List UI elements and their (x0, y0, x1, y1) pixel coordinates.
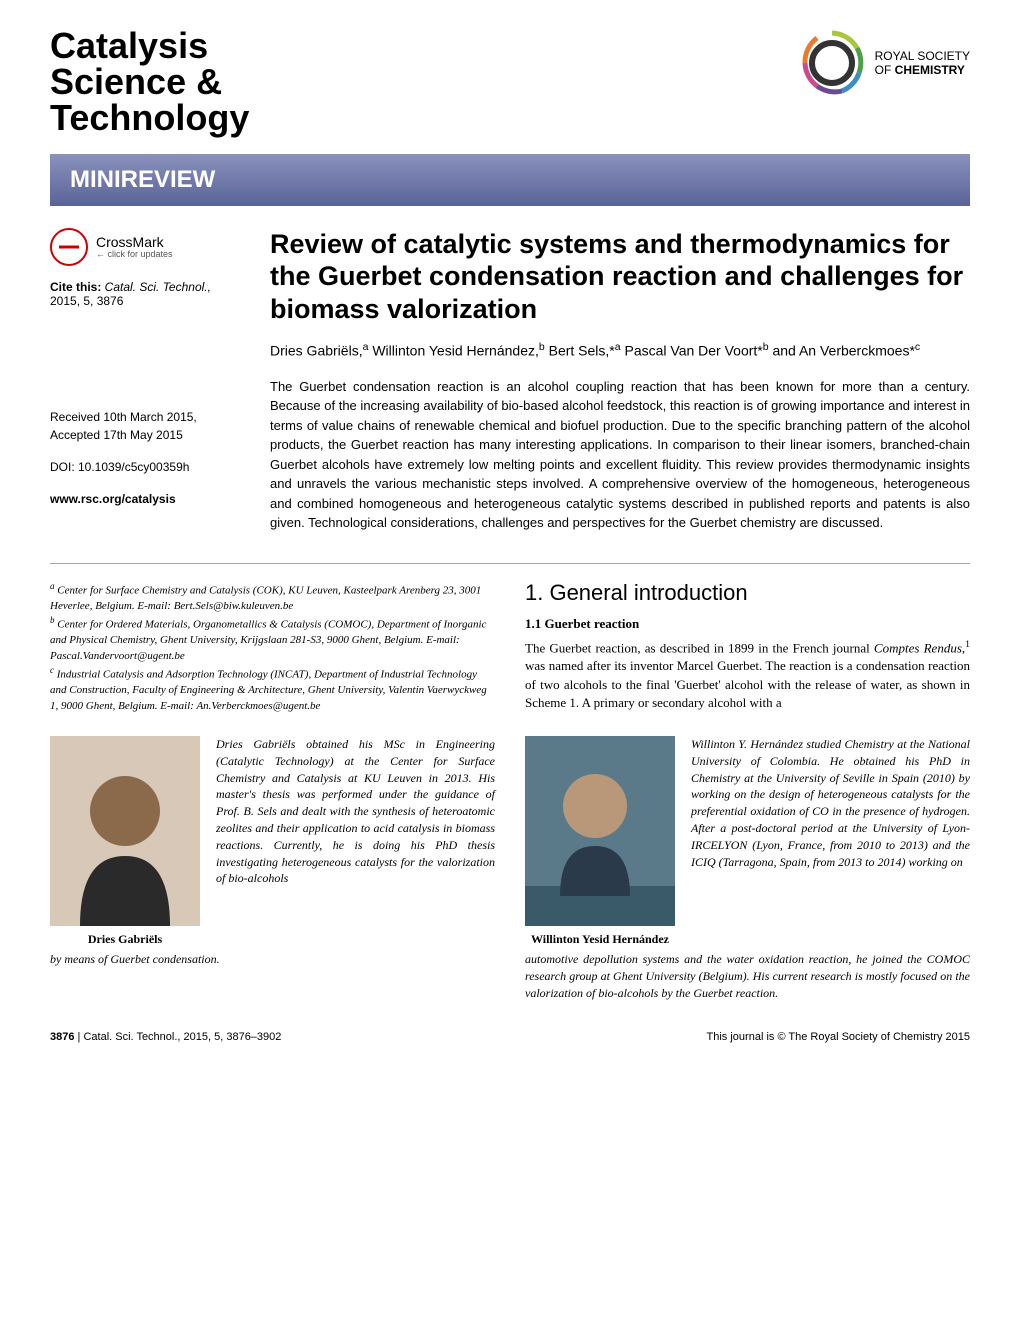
crossmark-sublabel: ← click for updates (96, 249, 173, 259)
page-header: Catalysis Science & Technology ROYAL SOC… (50, 28, 970, 136)
journal-name-line3: Technology (50, 100, 249, 136)
bio-name: Willinton Yesid Hernández (525, 932, 675, 947)
meta-block: Received 10th March 2015, Accepted 17th … (50, 408, 240, 508)
citation: Cite this: Catal. Sci. Technol., 2015, 5… (50, 280, 240, 308)
journal-name: Catalysis Science & Technology (50, 28, 249, 136)
bio-extra: by means of Guerbet condensation. (50, 951, 495, 968)
affiliation-a: a Center for Surface Chemistry and Catal… (50, 580, 495, 614)
bio-extra: automotive depollution systems and the w… (525, 951, 970, 1001)
bio-text: Dries Gabriëls obtained his MSc in Engin… (216, 736, 495, 947)
received-date: Received 10th March 2015, (50, 408, 240, 426)
footer-right: This journal is © The Royal Society of C… (707, 1031, 970, 1043)
crossmark-icon (50, 228, 88, 266)
crossmark-label: CrossMark (96, 235, 173, 249)
received-accepted: Received 10th March 2015, Accepted 17th … (50, 408, 240, 444)
article-main: CrossMark ← click for updates Cite this:… (50, 228, 970, 533)
article-meta-column: CrossMark ← click for updates Cite this:… (50, 228, 240, 533)
author-photo (50, 736, 200, 926)
bio-2: Willinton Yesid Hernández Willinton Y. H… (525, 736, 970, 1001)
abstract: The Guerbet condensation reaction is an … (270, 377, 970, 533)
publisher-logo: ROYAL SOCIETY OF CHEMISTRY (797, 28, 970, 98)
bio-photo-block: Willinton Yesid Hernández (525, 736, 675, 947)
author-list: Dries Gabriëls,a Willinton Yesid Hernánd… (270, 341, 970, 359)
lower-section: a Center for Surface Chemistry and Catal… (50, 563, 970, 714)
author-photo (525, 736, 675, 926)
rsc-logo-icon (797, 28, 867, 98)
article-type-banner: MINIREVIEW (50, 154, 970, 206)
article-content-column: Review of catalytic systems and thermody… (270, 228, 970, 533)
journal-name-line1: Catalysis (50, 28, 249, 64)
subsection-heading: 1.1 Guerbet reaction (525, 616, 970, 632)
article-title: Review of catalytic systems and thermody… (270, 228, 970, 325)
affiliations: a Center for Surface Chemistry and Catal… (50, 580, 495, 714)
page-footer: 3876 | Catal. Sci. Technol., 2015, 5, 38… (50, 1031, 970, 1043)
affiliation-b: b Center for Ordered Materials, Organome… (50, 614, 495, 664)
crossmark-widget[interactable]: CrossMark ← click for updates (50, 228, 240, 266)
intro-body: The Guerbet reaction, as described in 18… (525, 638, 970, 712)
journal-url[interactable]: www.rsc.org/catalysis (50, 490, 240, 508)
bio-1: Dries Gabriëls Dries Gabriëls obtained h… (50, 736, 495, 1001)
bio-text: Willinton Y. Hernández studied Chemistry… (691, 736, 970, 947)
affiliation-c: c Industrial Catalysis and Adsorption Te… (50, 664, 495, 714)
introduction-column: 1. General introduction 1.1 Guerbet reac… (525, 580, 970, 714)
bio-name: Dries Gabriëls (50, 932, 200, 947)
footer-left: 3876 | Catal. Sci. Technol., 2015, 5, 38… (50, 1031, 281, 1043)
section-heading: 1. General introduction (525, 580, 970, 606)
journal-name-line2: Science & (50, 64, 249, 100)
publisher-line1: ROYAL SOCIETY (875, 49, 970, 63)
affiliations-column: a Center for Surface Chemistry and Catal… (50, 580, 495, 714)
accepted-date: Accepted 17th May 2015 (50, 426, 240, 444)
publisher-text: ROYAL SOCIETY OF CHEMISTRY (875, 49, 970, 78)
author-bios: Dries Gabriëls Dries Gabriëls obtained h… (50, 736, 970, 1001)
publisher-line2: OF CHEMISTRY (875, 63, 970, 77)
bio-photo-block: Dries Gabriëls (50, 736, 200, 947)
doi: DOI: 10.1039/c5cy00359h (50, 458, 240, 476)
